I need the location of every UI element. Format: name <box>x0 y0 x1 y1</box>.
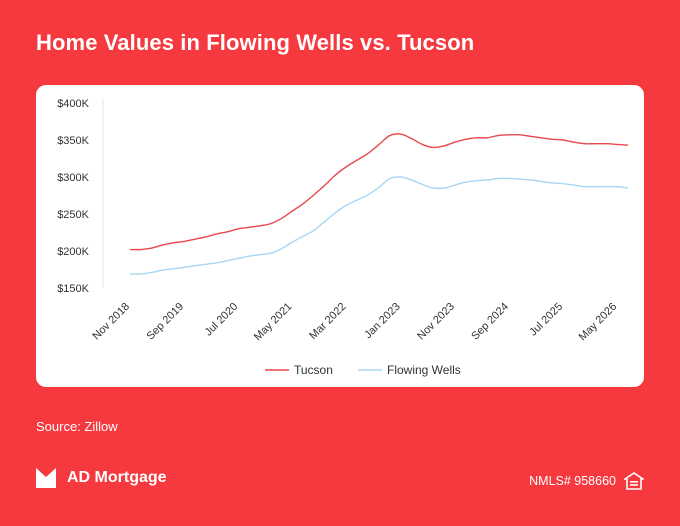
legend-flowing-wells-label: Flowing Wells <box>387 363 461 377</box>
line-chart: $150K $200K $250K $300K $350K $400K Nov 2018 Se… <box>57 98 629 377</box>
tucson-series-line <box>129 133 629 251</box>
x-tick-label: May 2021 <box>252 301 295 344</box>
x-tick-label: Jan 2023 <box>362 301 402 341</box>
x-tick-label: Mar 2022 <box>307 301 348 342</box>
source-note: Source: Zillow <box>36 419 118 434</box>
y-tick-label: $350K <box>57 135 89 147</box>
page-title: Home Values in Flowing Wells vs. Tucson <box>36 30 475 55</box>
nmls-number: NMLS# 958660 <box>529 474 616 488</box>
x-tick-label: Nov 2018 <box>90 301 132 343</box>
brand-name: AD Mortgage <box>67 469 167 486</box>
x-tick-label: May 2026 <box>577 301 620 344</box>
legend-tucson-label: Tucson <box>294 363 333 377</box>
ad-mortgage-logo-icon <box>36 468 56 488</box>
y-tick-label: $200K <box>57 246 89 258</box>
flowing-wells-series-line <box>129 176 629 275</box>
y-tick-label: $400K <box>57 98 89 110</box>
brand: AD Mortgage <box>35 465 167 491</box>
y-tick-label: $150K <box>57 283 89 295</box>
chart-card: $150K $200K $250K $300K $350K $400K Nov 2018 Se… <box>36 85 644 387</box>
y-tick-label: $250K <box>57 209 89 221</box>
equal-housing-icon <box>624 472 644 490</box>
x-tick-label: Sep 2019 <box>144 301 186 343</box>
y-tick-label: $300K <box>57 172 89 184</box>
x-tick-label: Sep 2024 <box>469 301 511 343</box>
x-tick-label: Jul 2025 <box>527 301 565 339</box>
x-tick-label: Jul 2020 <box>202 301 240 339</box>
x-tick-label: Nov 2023 <box>415 301 457 343</box>
